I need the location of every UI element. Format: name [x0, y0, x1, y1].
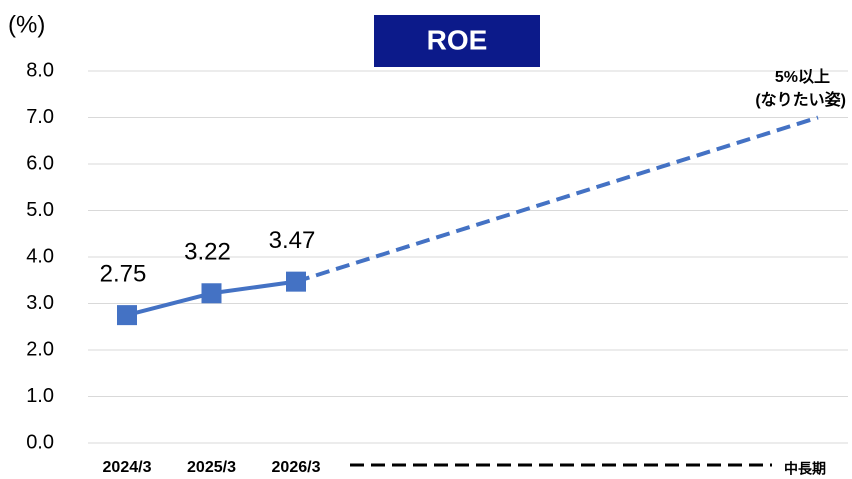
marker: [117, 305, 137, 326]
y-tick-label: 1.0: [26, 385, 54, 407]
y-tick-label: 5.0: [26, 199, 54, 221]
y-tick-label: 6.0: [26, 152, 54, 174]
chart-title: ROE: [427, 24, 488, 55]
y-tick-label: 7.0: [26, 106, 54, 128]
line-segment: [295, 115, 819, 284]
target-annotation: 5%以上: [775, 68, 830, 86]
y-tick-label: 3.0: [26, 292, 54, 314]
x-tick-label: 2025/3: [187, 459, 236, 476]
y-unit-label: (%): [8, 11, 45, 38]
marker: [201, 283, 222, 304]
y-tick-label: 8.0: [26, 59, 54, 81]
line-segment: [211, 279, 297, 296]
x-tick-label: 2024/3: [103, 459, 152, 476]
value-label: 3.47: [269, 227, 316, 254]
line-segment: [126, 291, 213, 318]
value-label: 2.75: [100, 260, 147, 287]
x-tick-label: 中長期: [784, 461, 826, 477]
y-tick-label: 4.0: [26, 245, 54, 267]
marker: [286, 271, 306, 292]
x-tick-label: 2026/3: [272, 459, 321, 476]
y-tick-label: 0.0: [26, 431, 54, 453]
title-box: [374, 15, 540, 67]
y-tick-label: 2.0: [26, 338, 54, 360]
value-label: 3.22: [184, 239, 231, 266]
target-annotation: (なりたい姿): [755, 90, 846, 109]
